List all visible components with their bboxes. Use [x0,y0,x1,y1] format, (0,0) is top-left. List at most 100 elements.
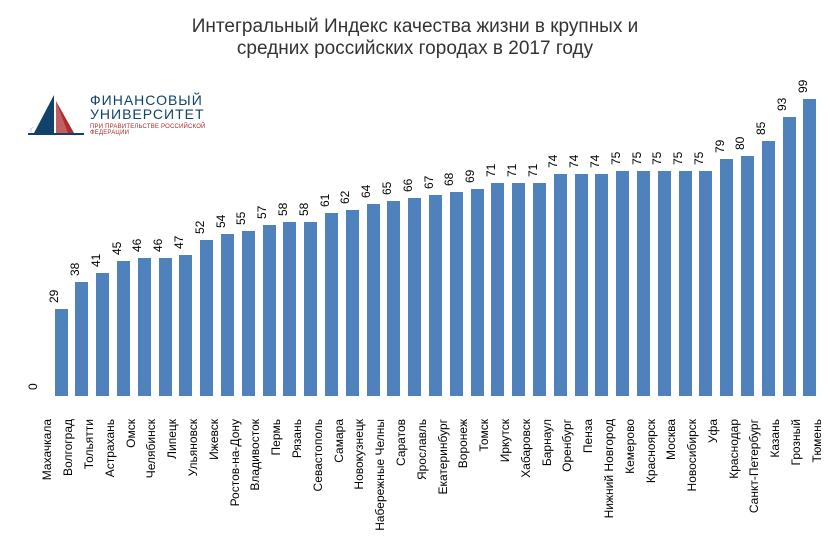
bar-value-label: 45 [110,242,124,255]
bar: 41 [92,273,113,396]
bar-value-label: 52 [193,221,207,234]
bar-rect [637,171,650,396]
bar: 93 [779,117,800,396]
bar-rect [283,222,296,396]
bar: 61 [321,213,342,396]
category-label-slot: Астрахань [92,415,113,545]
bar-rect [471,189,484,396]
bar-value-label: 61 [318,194,332,207]
bar-rect [242,231,255,396]
bar-rect [762,141,775,396]
bar-value-label: 85 [754,122,768,135]
category-label-slot: Пенза [571,415,592,545]
bar-value-label: 58 [297,203,311,216]
category-label-slot: Москва [654,415,675,545]
bar-value-label: 54 [214,215,228,228]
category-label-slot: Томск [467,415,488,545]
bar-value-label: 69 [463,170,477,183]
bar-value-label: 65 [380,182,394,195]
category-label-slot: Санкт-Петербург [737,415,758,545]
bar-value-label: 79 [713,140,727,153]
bar: 65 [384,201,405,396]
bar: 99 [799,99,820,396]
category-label-slot: Тюмень [799,415,820,545]
bar-rect [367,204,380,396]
bar-value-label: 71 [505,164,519,177]
bar-value-label: 62 [338,191,352,204]
category-label-slot: Челябинск [134,415,155,545]
category-label-slot: Рязань [280,415,301,545]
category-labels-row: МахачкалаВолгоградТольяттиАстраханьОмскЧ… [30,415,820,545]
bar-rect [408,198,421,396]
category-label-slot: Красноярск [633,415,654,545]
bar-rect [325,213,338,396]
bar-value-label: 0 [26,383,40,390]
bar-rect [221,234,234,396]
bar-value-label: 57 [255,206,269,219]
bar-value-label: 67 [422,176,436,189]
chart-container: Интегральный Индекс качества жизни в кру… [0,0,830,553]
bar-rect [75,282,88,396]
bar-value-label: 74 [588,155,602,168]
bar: 85 [758,141,779,396]
category-label-slot: Ростов-на-Дону [217,415,238,545]
bar-value-label: 47 [172,236,186,249]
bar: 75 [675,171,696,396]
category-label-slot: Волгоград [51,415,72,545]
category-label-slot: Новокузнецк [342,415,363,545]
bar-rect [679,171,692,396]
bar-value-label: 75 [630,152,644,165]
bar-value-label: 64 [359,185,373,198]
bar-value-label: 71 [484,164,498,177]
bar-rect [387,201,400,396]
category-label-slot: Севастополь [300,415,321,545]
bar: 45 [113,261,134,396]
bar-rect [304,222,317,396]
bar-value-label: 68 [442,173,456,186]
bar: 54 [217,234,238,396]
category-label-slot: Липецк [155,415,176,545]
bar-value-label: 46 [130,239,144,252]
bar: 79 [716,159,737,396]
bar-rect [803,99,816,396]
bar-value-label: 75 [650,152,664,165]
bar-rect [346,210,359,396]
bar-rect [595,174,608,396]
bar-value-label: 38 [68,263,82,276]
bar-rect [741,156,754,396]
bar-rect [491,183,504,396]
bar-rect [450,192,463,396]
category-label-slot: Омск [113,415,134,545]
bar: 74 [571,174,592,396]
bar-value-label: 75 [609,152,623,165]
category-label-slot: Ульяновск [176,415,197,545]
category-label-slot: Хабаровск [508,415,529,545]
bar: 62 [342,210,363,396]
bar: 58 [280,222,301,396]
bar: 58 [300,222,321,396]
bar-value-label: 55 [234,212,248,225]
category-label-slot: Тольятти [72,415,93,545]
bars-row: 0293841454646475254555758586162646566676… [30,96,820,396]
bar: 75 [612,171,633,396]
bar-value-label: 80 [733,137,747,150]
bar-rect [55,309,68,396]
bar: 55 [238,231,259,396]
bar-rect [720,159,733,396]
bar: 74 [592,174,613,396]
category-label: Тюмень [810,419,824,462]
bar-rect [159,258,172,396]
bar-value-label: 46 [151,239,165,252]
category-label-slot: Воронеж [446,415,467,545]
bar-rect [533,183,546,396]
category-label-slot: Новосибирск [675,415,696,545]
bar: 71 [529,183,550,396]
bar: 46 [134,258,155,396]
category-label-slot: Владивосток [238,415,259,545]
chart-title: Интегральный Индекс качества жизни в кру… [0,16,830,60]
bar: 66 [404,198,425,396]
category-label-slot: Ярославль [404,415,425,545]
bar: 75 [654,171,675,396]
category-label-slot: Уфа [696,415,717,545]
bar: 69 [467,189,488,396]
